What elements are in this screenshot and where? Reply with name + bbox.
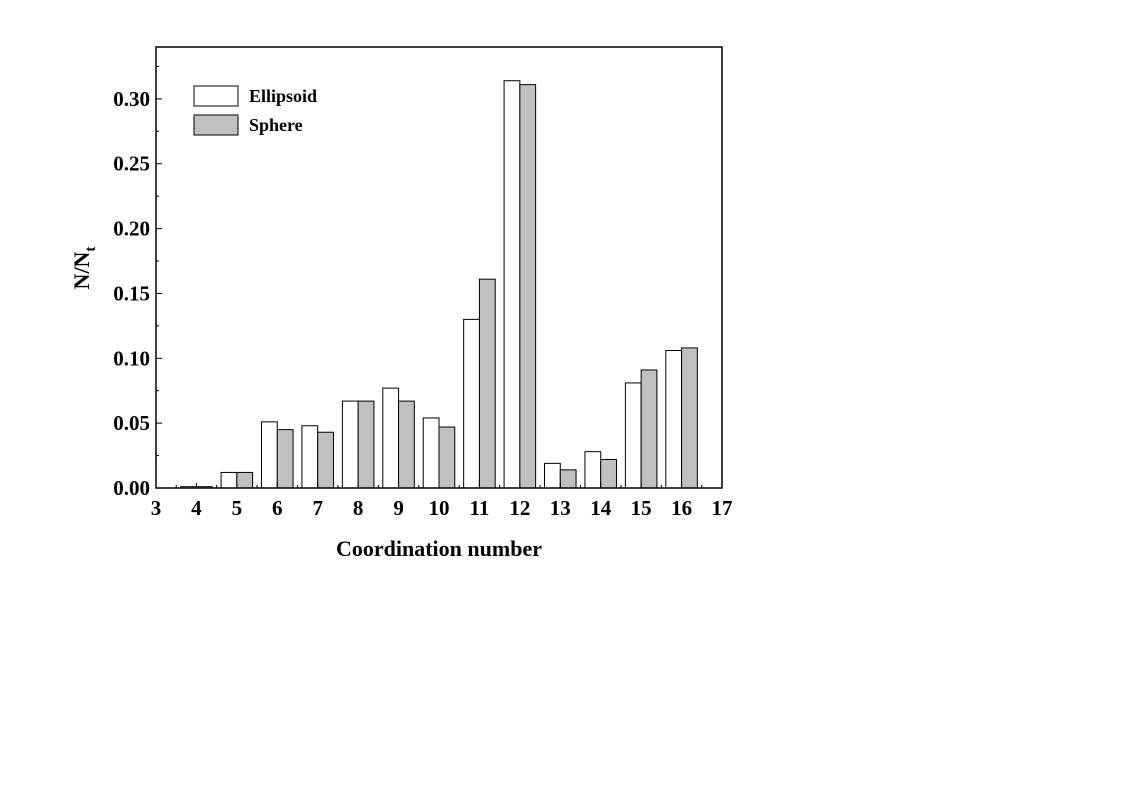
legend: Ellipsoid Sphere [193, 85, 317, 136]
bar-ellipsoid-9 [382, 387, 400, 489]
y-tick-label: 0.00 [113, 476, 150, 500]
y-tick-label: 0.25 [113, 152, 150, 176]
legend-label-ellipsoid: Ellipsoid [249, 86, 317, 106]
bar-ellipsoid-10 [422, 417, 440, 489]
bar-ellipsoid-7 [301, 425, 319, 489]
y-axis-title: N/Nt [69, 247, 99, 290]
x-tick-label: 15 [631, 496, 652, 520]
x-tick-label: 14 [590, 496, 612, 520]
bars-group [180, 80, 698, 489]
y-tick-label: 0.10 [113, 346, 150, 370]
bar-ellipsoid-12 [503, 80, 521, 489]
legend-swatch-sphere [193, 114, 239, 136]
bar-ellipsoid-14 [584, 451, 602, 489]
legend-label-sphere: Sphere [249, 115, 303, 135]
bar-sphere-15 [640, 369, 658, 489]
bar-sphere-12 [519, 84, 537, 489]
y-tick-label: 0.20 [113, 217, 150, 241]
x-axis: 3 4 5 6 7 8 9 10 11 12 13 14 15 16 17 [151, 483, 733, 520]
x-tick-label: 7 [312, 496, 323, 520]
x-tick-label: 4 [191, 496, 202, 520]
bar-ellipsoid-6 [261, 421, 278, 489]
x-tick-label: 16 [671, 496, 692, 520]
x-tick-label: 8 [353, 496, 364, 520]
x-axis-title: Coordination number [336, 536, 542, 561]
bar-sphere-5 [236, 471, 254, 489]
y-axis-title-subscript: t [83, 247, 99, 252]
bar-sphere-11 [478, 278, 496, 489]
bar-ellipsoid-13 [544, 462, 561, 489]
x-tick-label: 17 [712, 496, 733, 520]
x-tick-label: 5 [232, 496, 243, 520]
legend-swatch-ellipsoid [193, 85, 239, 107]
bar-sphere-14 [600, 458, 617, 489]
x-tick-label: 13 [550, 496, 571, 520]
bar-sphere-13 [559, 469, 577, 489]
bar-ellipsoid-11 [463, 318, 480, 489]
bar-sphere-6 [276, 429, 294, 489]
bar-sphere-7 [317, 431, 334, 489]
x-tick-label: 10 [429, 496, 450, 520]
y-tick-label: 0.15 [113, 281, 150, 305]
x-tick-label: 12 [509, 496, 530, 520]
x-tick-label: 6 [272, 496, 283, 520]
bar-ellipsoid-15 [624, 382, 642, 489]
y-tick-label: 0.05 [113, 411, 150, 435]
x-tick-label: 11 [470, 496, 490, 520]
y-axis-title-main: N/N [69, 251, 94, 289]
bar-sphere-16 [681, 347, 698, 489]
y-axis: 0.00 0.05 0.10 0.15 0.20 0.25 0.30 [113, 65, 162, 500]
x-tick-label: 3 [151, 496, 162, 520]
bar-sphere-8 [357, 400, 375, 489]
y-tick-label: 0.30 [113, 87, 150, 111]
bar-ellipsoid-8 [341, 400, 359, 489]
bar-sphere-9 [398, 400, 415, 489]
bar-ellipsoid-16 [665, 350, 683, 489]
x-tick-label: 9 [393, 496, 404, 520]
bar-ellipsoid-5 [220, 471, 238, 489]
bar-sphere-10 [438, 426, 456, 489]
